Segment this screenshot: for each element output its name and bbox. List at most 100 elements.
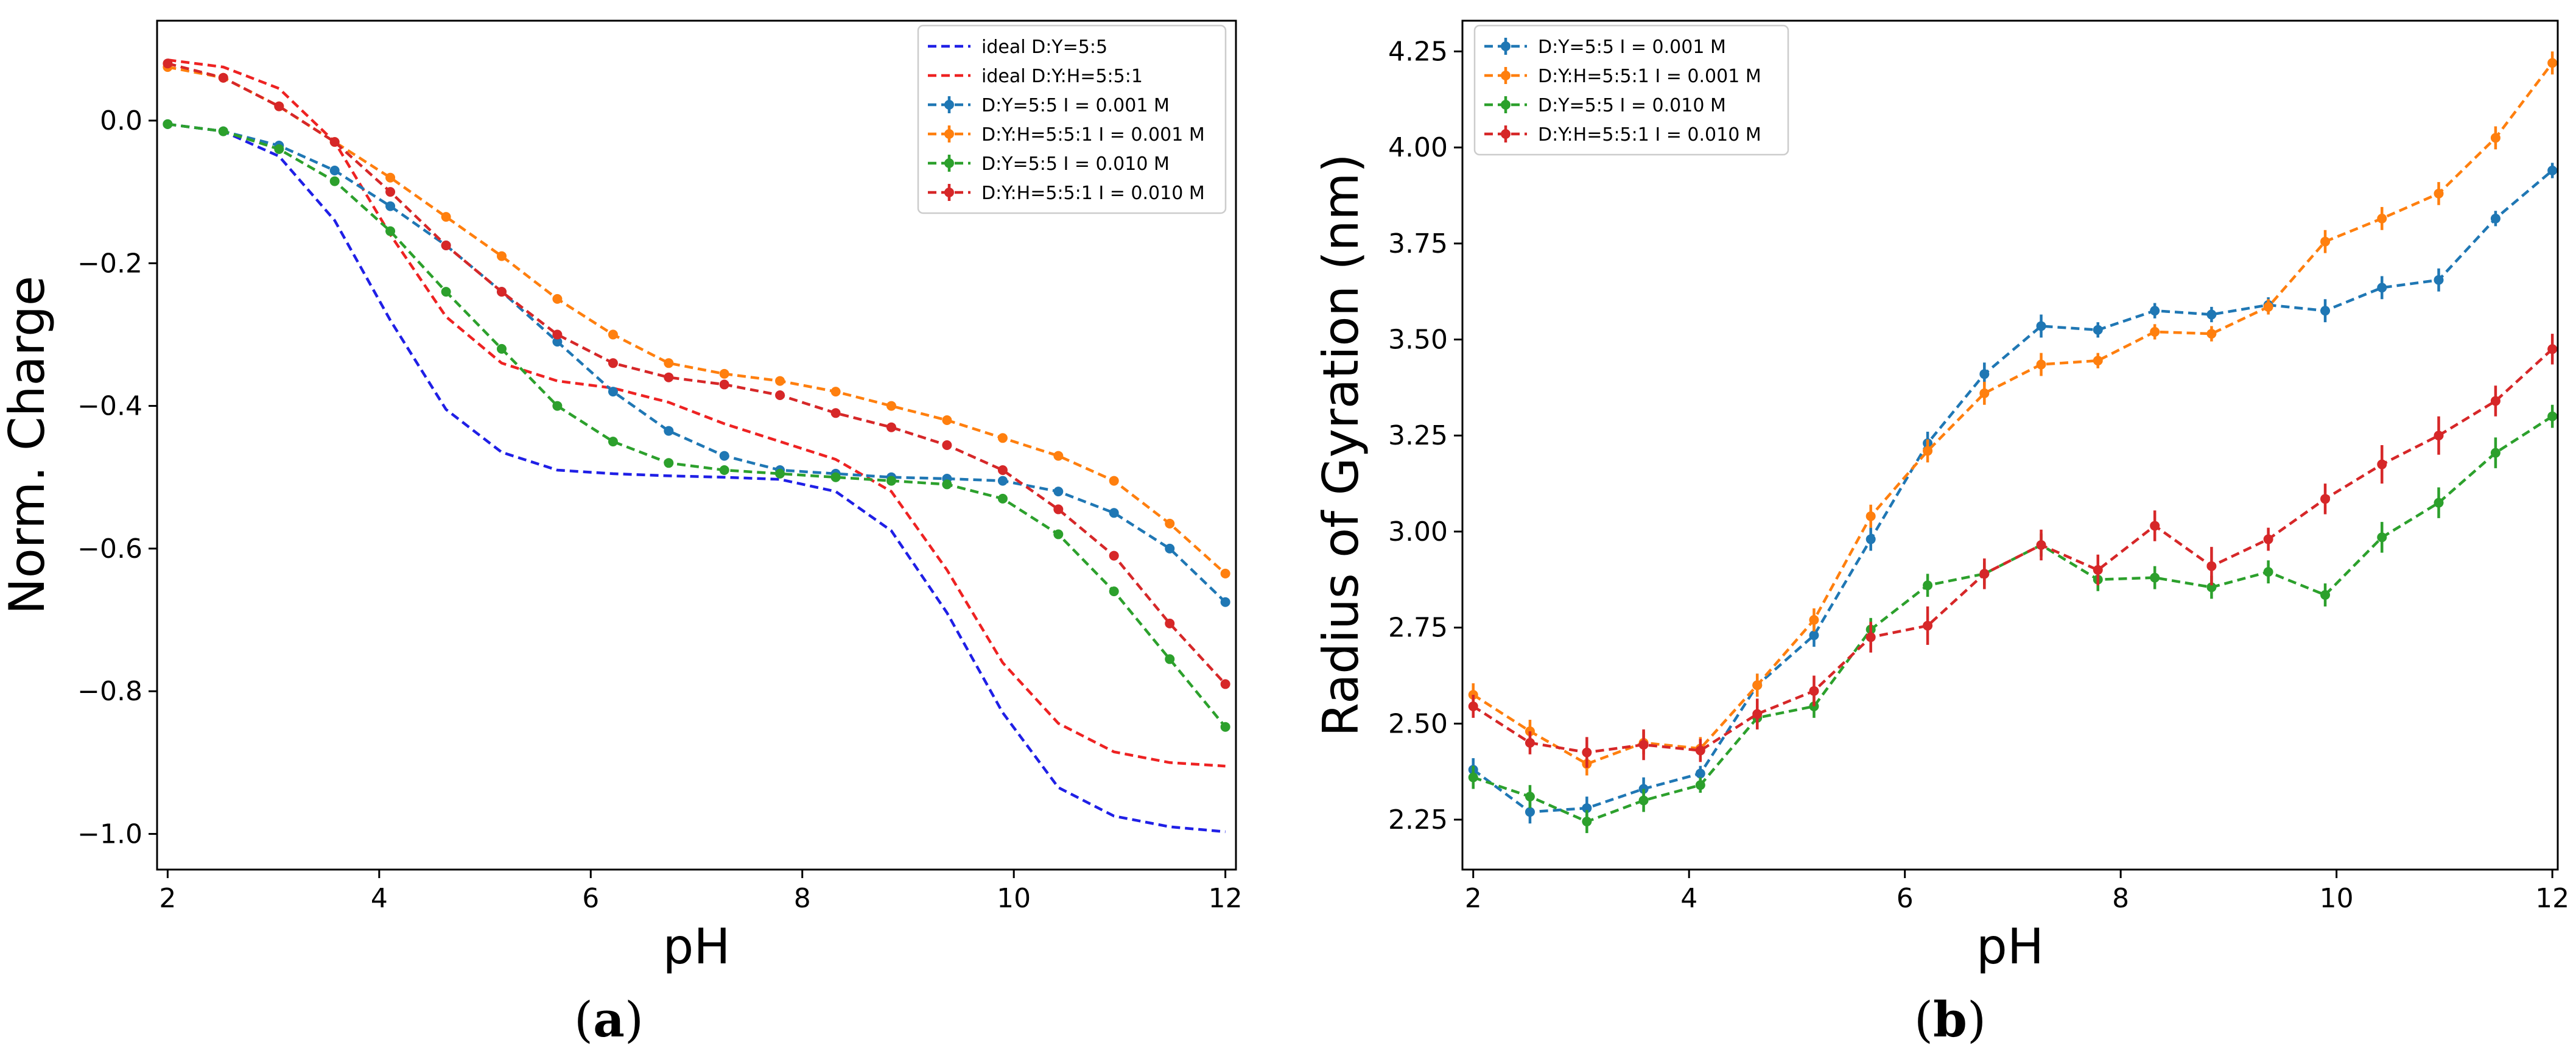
data-point	[830, 387, 841, 397]
y-tick-label: 3.25	[1388, 420, 1448, 451]
data-point	[2547, 58, 2558, 68]
data-point	[2434, 498, 2444, 508]
data-point	[1525, 737, 1535, 748]
data-point	[719, 465, 729, 475]
data-point	[1165, 543, 1175, 554]
legend-label: D:Y=5:5 I = 0.001 M	[1538, 37, 1726, 58]
data-point	[2377, 459, 2387, 469]
legend-entry-0: D:Y=5:5 I = 0.001 M	[1484, 37, 1726, 58]
data-point	[608, 437, 618, 447]
x-axis-title: pH	[1976, 918, 2044, 975]
y-tick-label: 3.50	[1388, 325, 1448, 356]
y-tick-label: −1.0	[77, 818, 142, 849]
data-point	[1053, 529, 1064, 540]
data-point	[2206, 309, 2217, 320]
data-point	[2320, 306, 2331, 316]
series-line	[167, 122, 1226, 834]
legend-marker	[944, 129, 954, 139]
axes-frame	[1461, 19, 2559, 871]
data-point	[552, 337, 563, 347]
data-point	[218, 72, 228, 83]
series-line	[1472, 169, 2553, 814]
x-tick-label: 4	[1680, 883, 1697, 914]
data-point	[1638, 795, 1649, 806]
data-point	[2206, 561, 2217, 571]
data-point	[2150, 306, 2160, 316]
legend-entry-5: D:Y:H=5:5:1 I = 0.010 M	[928, 183, 1205, 204]
data-point	[608, 358, 618, 368]
legend-label: ideal D:Y:H=5:5:1	[981, 66, 1143, 87]
series-line	[167, 62, 1227, 685]
legend-entry-1: D:Y:H=5:5:1 I = 0.001 M	[1484, 66, 1761, 87]
series-0	[167, 122, 1226, 834]
legend-entry-2: D:Y=5:5 I = 0.010 M	[1484, 95, 1726, 116]
data-point	[1865, 534, 1876, 544]
data-point	[1695, 745, 1705, 756]
data-point	[2036, 540, 2046, 550]
data-point	[1109, 476, 1119, 486]
legend-entry-4: D:Y=5:5 I = 0.010 M	[928, 153, 1170, 175]
data-point	[2036, 359, 2046, 370]
data-point	[2263, 301, 2273, 312]
legend-marker	[944, 158, 954, 168]
data-point	[2377, 213, 2387, 223]
legend-label: ideal D:Y=5:5	[981, 37, 1107, 58]
data-point	[1923, 446, 1933, 456]
data-point	[163, 58, 173, 69]
data-point	[886, 476, 897, 486]
data-point	[2036, 321, 2046, 331]
data-point	[1809, 686, 1819, 696]
data-point	[664, 426, 674, 436]
data-point	[1752, 680, 1763, 691]
data-point	[274, 101, 284, 111]
x-tick-label: 2	[159, 883, 176, 914]
legend-marker	[1501, 129, 1511, 139]
series-1	[167, 58, 1226, 768]
series-line	[167, 122, 1227, 728]
data-point	[2547, 166, 2558, 175]
panel-label-b: (b)	[1914, 991, 1986, 1048]
data-point	[664, 358, 674, 368]
series-line	[1472, 415, 2553, 823]
legend-entry-3: D:Y:H=5:5:1 I = 0.010 M	[1484, 124, 1761, 146]
data-point	[1695, 780, 1705, 790]
data-point	[2377, 532, 2387, 543]
data-point	[1582, 803, 1592, 814]
y-tick-label: 2.25	[1388, 804, 1448, 835]
y-tick-label: 3.00	[1388, 516, 1448, 547]
data-point	[2547, 344, 2558, 354]
legend-marker	[944, 188, 954, 197]
legend-marker	[1501, 71, 1511, 80]
data-point	[329, 176, 340, 186]
data-point	[2490, 448, 2501, 458]
data-point	[1220, 722, 1230, 732]
data-point	[886, 401, 897, 411]
data-point	[775, 390, 785, 400]
data-point	[441, 212, 451, 222]
data-point	[1220, 597, 1230, 607]
x-tick-label: 10	[997, 883, 1031, 914]
data-point	[385, 172, 396, 183]
data-point	[608, 387, 618, 397]
series-3	[1468, 334, 2558, 768]
data-point	[1923, 580, 1933, 591]
data-point	[2377, 283, 2387, 293]
panel-label-a-close: )	[625, 991, 644, 1048]
data-point	[1865, 511, 1876, 521]
data-point	[1979, 388, 1990, 398]
data-point	[1165, 618, 1175, 628]
data-point	[2547, 411, 2558, 421]
legend-marker	[1501, 100, 1511, 110]
data-point	[1979, 369, 1990, 379]
series-line	[1472, 348, 2553, 754]
data-point	[1109, 508, 1119, 518]
y-tick-label: −0.8	[77, 676, 142, 707]
data-point	[552, 294, 563, 304]
data-point	[1582, 747, 1592, 758]
x-tick-label: 10	[2320, 883, 2354, 914]
data-point	[2263, 534, 2273, 544]
data-point	[719, 368, 729, 379]
data-point	[496, 287, 507, 297]
legend: D:Y=5:5 I = 0.001 M D:Y:H=5:5:1 I = 0.001…	[1473, 24, 1789, 156]
